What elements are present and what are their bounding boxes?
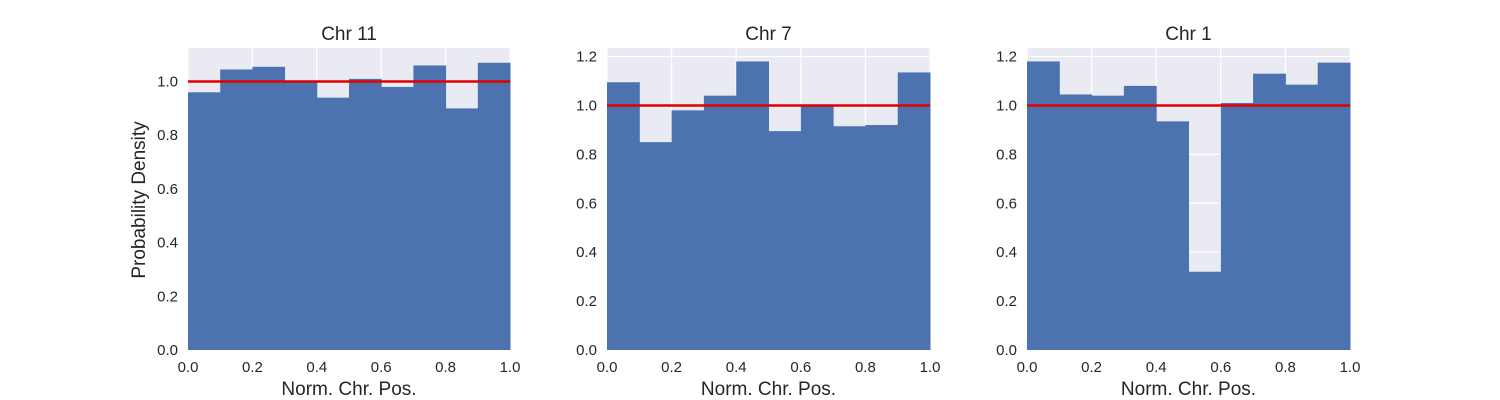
panel-title: Chr 11 — [321, 24, 377, 45]
panel-chr-11: 0.0 0.2 0.4 0.6 0.8 1.0 0.0 0.2 0.4 0.6 0.8 1.0 Chr… — [129, 24, 520, 400]
y-tick-label: 0.2 — [157, 288, 178, 305]
histogram-bar — [1220, 103, 1254, 351]
histogram-bar — [768, 131, 802, 350]
histogram-bar — [703, 95, 737, 351]
histogram-bar — [1188, 271, 1222, 350]
y-tick-label: 1.0 — [576, 97, 597, 114]
plot-layer: 0.0 0.2 0.4 0.6 0.8 1.0 0.0 0.2 0.4 0.6 0.8 1.0 1.2 — [996, 48, 1360, 376]
y-tick-label: 0.8 — [576, 146, 597, 163]
y-tick-label: 0.8 — [157, 127, 178, 144]
histogram-bar — [220, 69, 253, 350]
y-tick-label: 1.2 — [996, 49, 1017, 66]
y-tick-label: 0.0 — [157, 342, 178, 359]
histogram-bar — [639, 142, 673, 350]
y-tick-label: 1.0 — [157, 74, 178, 91]
histogram-bar — [1156, 121, 1189, 350]
x-axis-label: Norm. Chr. Pos. — [1121, 379, 1256, 400]
panel-chr-7: 0.0 0.2 0.4 0.6 0.8 1.00.00.20.40.60.81.01.2 … — [576, 24, 940, 400]
x-tick-label: 0.2 — [242, 359, 263, 376]
histogram-bar — [381, 86, 414, 351]
histogram-bar — [188, 92, 221, 350]
histogram-bar — [607, 82, 640, 351]
histogram-bar — [1091, 95, 1125, 351]
x-tick-label: 0.0 — [1017, 359, 1038, 376]
x-tick-label: 1.0 — [500, 359, 521, 376]
x-tick-label: 0.8 — [1275, 359, 1296, 376]
x-tick-label: 0.0 — [597, 359, 618, 376]
histogram-bar — [1285, 84, 1319, 350]
y-axis-label: Probability Density — [129, 121, 150, 279]
panel-title: Chr 7 — [745, 24, 791, 45]
histogram-bar — [1123, 85, 1157, 350]
y-tick-label: 0.0 — [996, 342, 1017, 359]
y-tick-label: 0.4 — [576, 244, 597, 261]
x-tick-label: 0.8 — [435, 359, 456, 376]
histogram-bar — [349, 78, 382, 351]
x-tick-label: 0.0 — [178, 359, 199, 376]
histogram-bar — [1059, 94, 1093, 350]
x-tick-label: 0.2 — [661, 359, 682, 376]
x-axis-label: Norm. Chr. Pos. — [281, 379, 416, 400]
x-tick-label: 0.4 — [726, 359, 747, 376]
y-tick-label: 1.0 — [996, 97, 1017, 114]
histogram-bar — [800, 105, 834, 351]
histogram-bar — [897, 72, 931, 351]
plot-layer: 0.0 0.2 0.4 0.6 0.8 1.0 0.0 0.2 0.4 0.6 0.8 1.0 1.2 — [576, 48, 940, 376]
y-tick-label: 0.2 — [576, 293, 597, 310]
histogram-bar — [252, 66, 286, 351]
x-tick-label: 0.4 — [1146, 359, 1167, 376]
histogram-bar — [284, 81, 318, 351]
y-tick-label: 0.6 — [576, 195, 597, 212]
x-tick-label: 1.0 — [1340, 359, 1361, 376]
histogram-bar — [736, 61, 769, 350]
panel-chr-1: 0.0 0.2 0.4 0.6 0.8 1.00.00.20.40.60.81.01.2 … — [996, 24, 1360, 400]
histogram-bar — [865, 125, 899, 350]
histogram-bar — [316, 97, 350, 350]
histogram-bar — [413, 65, 447, 351]
histogram-bar — [445, 108, 479, 351]
histogram-bar — [833, 126, 866, 351]
plot-layer: 0.0 0.2 0.4 0.6 0.8 1.0 0.0 0.2 0.4 0.6 0.8 1.0 — [157, 48, 520, 376]
histogram-bar — [1027, 61, 1060, 350]
histogram-bar — [1253, 73, 1286, 350]
histogram-bar — [671, 110, 705, 350]
x-axis-label: Norm. Chr. Pos. — [701, 379, 836, 400]
x-tick-label: 1.0 — [920, 359, 941, 376]
y-tick-label: 0.8 — [996, 146, 1017, 163]
panel-title: Chr 1 — [1165, 24, 1211, 45]
x-tick-label: 0.4 — [306, 359, 327, 376]
x-tick-label: 0.6 — [371, 359, 392, 376]
y-tick-label: 0.2 — [996, 293, 1017, 310]
x-tick-label: 0.8 — [855, 359, 876, 376]
y-tick-label: 0.6 — [157, 181, 178, 198]
x-tick-label: 0.6 — [1210, 359, 1231, 376]
y-tick-label: 1.2 — [576, 49, 597, 66]
y-tick-label: 0.4 — [157, 235, 178, 252]
x-tick-label: 0.6 — [790, 359, 811, 376]
y-tick-label: 0.6 — [996, 195, 1017, 212]
x-tick-label: 0.2 — [1081, 359, 1102, 376]
histogram-bar — [1317, 62, 1351, 351]
y-tick-label: 0.4 — [996, 244, 1017, 261]
histogram-bar — [477, 62, 511, 351]
y-tick-label: 0.0 — [576, 342, 597, 359]
